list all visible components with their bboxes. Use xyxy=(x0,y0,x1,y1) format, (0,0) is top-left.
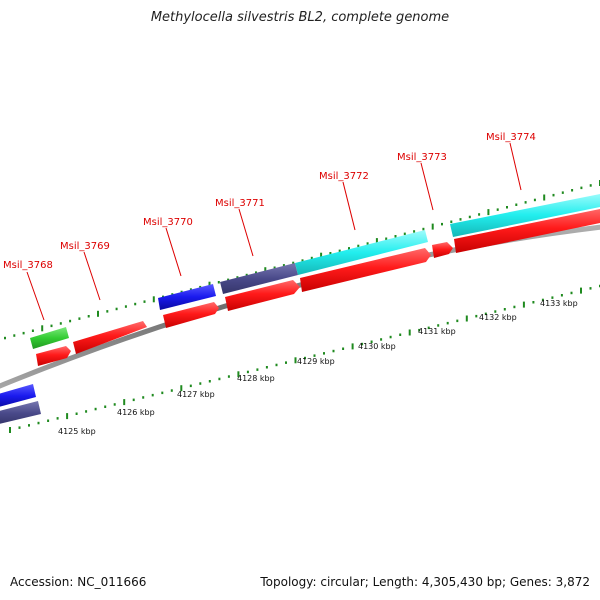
kbp-label: 4131 kbp xyxy=(418,327,456,336)
leader-msil-3771 xyxy=(238,208,254,257)
cds-msil-3770 xyxy=(163,302,219,328)
cds-msil-3771 xyxy=(225,280,300,311)
kbp-label: 4129 kbp xyxy=(297,357,335,366)
genome-info-text: Topology: circular; Length: 4,305,430 bp… xyxy=(260,575,590,589)
gene-leaders xyxy=(26,142,522,321)
gene-label-msil-3771[interactable]: Msil_3771 xyxy=(215,198,265,209)
kbp-label: 4125 kbp xyxy=(58,427,96,436)
gene-label-msil-3768[interactable]: Msil_3768 xyxy=(3,260,53,271)
cds-msil-3772 xyxy=(300,248,431,292)
gene-label-msil-3773[interactable]: Msil_3773 xyxy=(397,152,447,163)
kbp-label: 4132 kbp xyxy=(479,313,517,322)
feature-slate-right xyxy=(220,263,298,294)
kbp-label: 4133 kbp xyxy=(540,299,578,308)
leader-msil-3770 xyxy=(165,227,182,277)
gene-labels: Msil_3768 Msil_3769 Msil_3770 Msil_3771 … xyxy=(3,132,536,271)
feature-cyan-b xyxy=(450,194,600,237)
map-title: Methylocella silvestris BL2, complete ge… xyxy=(150,10,450,25)
kbp-labels: 4125 kbp 4126 kbp 4127 kbp 4128 kbp 4129… xyxy=(58,299,578,436)
outer-tick-row xyxy=(4,180,600,340)
cds-msil-3774 xyxy=(454,209,600,253)
leader-msil-3768 xyxy=(26,271,45,321)
leader-msil-3769 xyxy=(83,251,101,301)
leader-msil-3772 xyxy=(342,181,356,231)
feature-green xyxy=(30,327,69,349)
cds-msil-3769 xyxy=(73,321,147,354)
kbp-label: 4128 kbp xyxy=(237,374,275,383)
gene-label-msil-3769[interactable]: Msil_3769 xyxy=(60,241,110,252)
feature-track xyxy=(0,194,600,424)
accession-text: Accession: NC_011666 xyxy=(10,575,147,589)
cds-track xyxy=(36,209,600,366)
cds-msil-3773 xyxy=(432,242,453,258)
gene-label-msil-3770[interactable]: Msil_3770 xyxy=(143,217,193,228)
cds-msil-3768 xyxy=(36,346,71,366)
leader-msil-3773 xyxy=(420,162,434,211)
feature-blue-right xyxy=(158,284,216,310)
gene-label-msil-3772[interactable]: Msil_3772 xyxy=(319,171,369,182)
gene-label-msil-3774[interactable]: Msil_3774 xyxy=(486,132,536,143)
feature-cyan-a xyxy=(295,230,428,275)
leader-msil-3774 xyxy=(509,142,522,191)
feature-slate-left xyxy=(0,401,41,424)
kbp-label: 4130 kbp xyxy=(358,342,396,351)
kbp-label: 4127 kbp xyxy=(177,390,215,399)
feature-blue-left xyxy=(0,384,36,407)
inner-tick-row xyxy=(9,284,600,433)
kbp-label: 4126 kbp xyxy=(117,408,155,417)
